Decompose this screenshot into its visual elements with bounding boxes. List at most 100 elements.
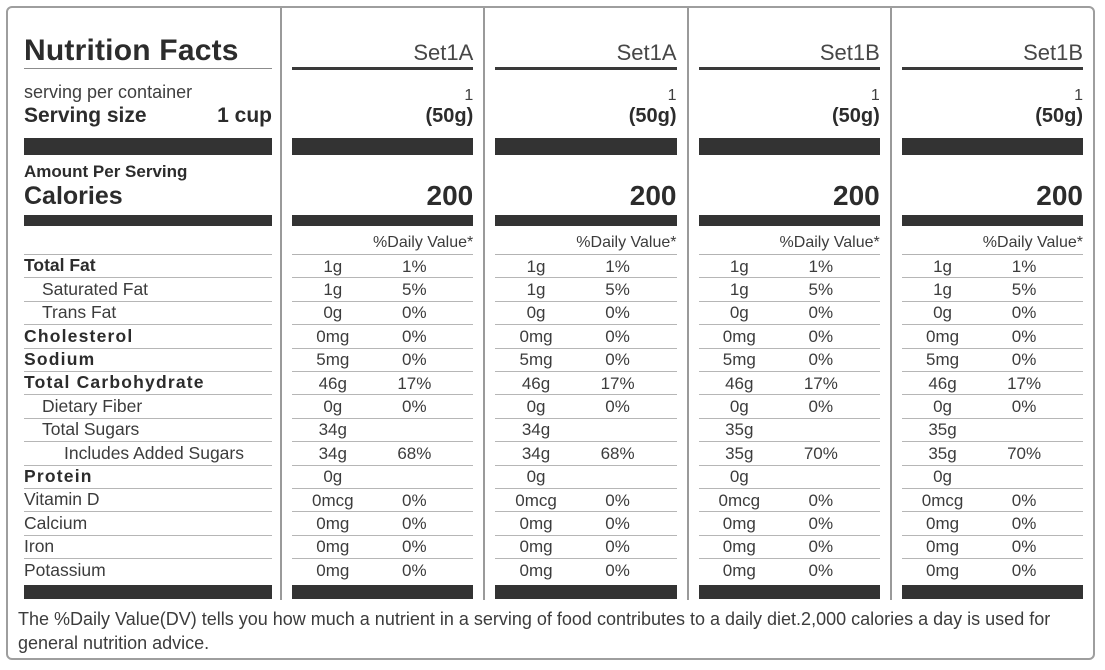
divider-bar-top bbox=[292, 138, 474, 155]
percent-daily-value: 5% bbox=[402, 280, 427, 300]
nutrient-value-row: 0g 0% bbox=[901, 395, 1083, 419]
percent-daily-value: 0% bbox=[605, 561, 630, 581]
percent-daily-value: 0% bbox=[1011, 397, 1037, 417]
amount-value: 0g bbox=[526, 467, 546, 487]
nutrient-values: 1g 1% 1g 5% 0g 0% 0mg 0% 5mg 0% 46g 17% 0g 0% 35g 35g 70… bbox=[698, 255, 880, 582]
divider-bar-mid bbox=[292, 215, 474, 226]
nutrient-label: Total Carbohydrate bbox=[24, 372, 205, 393]
nutrient-label: Trans Fat bbox=[42, 302, 117, 323]
nutrient-value-row: 46g 17% bbox=[901, 372, 1083, 396]
amount-value: 5mg bbox=[316, 350, 350, 370]
servings-per-container-label: serving per container bbox=[24, 82, 193, 103]
amount-value: 0g bbox=[323, 397, 343, 417]
amount-value: 1g bbox=[729, 280, 749, 300]
title-rule bbox=[24, 66, 272, 71]
nutrient-label-row: Total Fat bbox=[24, 255, 272, 279]
percent-daily-value: 0% bbox=[808, 303, 834, 323]
percent-daily-value: 70% bbox=[803, 443, 838, 463]
amount-value: 0mg bbox=[519, 513, 553, 533]
divider-bar-top bbox=[698, 138, 880, 155]
percent-daily-value: 17% bbox=[397, 373, 432, 393]
nutrient-value-row: 0mcg 0% bbox=[292, 489, 474, 513]
amount-value: 5mg bbox=[519, 350, 553, 370]
nutrient-label-row: Protein bbox=[24, 466, 272, 489]
nutrient-value-row: 0g bbox=[495, 466, 677, 489]
amount-value: 0mg bbox=[519, 326, 553, 346]
percent-daily-value: 0% bbox=[402, 513, 427, 533]
amount-value: 0mg bbox=[519, 537, 553, 557]
percent-daily-value: 0% bbox=[402, 326, 427, 346]
nutrient-value-row: 1g 1% bbox=[292, 255, 474, 279]
column-title: Set1A bbox=[413, 40, 474, 65]
percent-daily-value: 0% bbox=[808, 537, 834, 557]
percent-daily-value: 0% bbox=[1011, 513, 1037, 533]
percent-daily-value: 0% bbox=[1011, 561, 1037, 581]
nutrient-value-row: 0mg 0% bbox=[901, 512, 1083, 536]
nutrient-value-row: 46g 17% bbox=[698, 372, 880, 396]
percent-daily-value: 0% bbox=[605, 350, 630, 370]
nutrient-label-row: Vitamin D bbox=[24, 489, 272, 513]
nutrient-label-row: Trans Fat bbox=[24, 302, 272, 326]
percent-daily-value: 17% bbox=[1007, 373, 1042, 393]
nutrient-value-row: 0mg 0% bbox=[292, 559, 473, 582]
amount-value: 35g bbox=[725, 420, 754, 440]
column-title-zone: Set1B bbox=[902, 16, 1083, 66]
amount-value: 0mg bbox=[925, 513, 960, 533]
calories-zone: Amount Per Serving Calories bbox=[24, 155, 272, 210]
nutrient-value-row: 0mg 0% bbox=[901, 325, 1083, 349]
percent-daily-value: 1% bbox=[808, 256, 834, 276]
percent-daily-value: 70% bbox=[1007, 443, 1042, 463]
nutrition-column: Set1A 1 (50g) 200 %Daily Value* 1g 1% 1g 5%… bbox=[483, 8, 686, 600]
nutrient-label-row: Calcium bbox=[24, 512, 272, 536]
nutrition-column: Set1A 1 (50g) 200 %Daily Value* 1g 1% 1g 5%… bbox=[280, 8, 483, 600]
nutrient-label: Protein bbox=[24, 465, 93, 486]
calories-value: 200 bbox=[426, 180, 474, 211]
percent-daily-value: 0% bbox=[808, 350, 834, 370]
nutrient-value-row: 0g 0% bbox=[292, 302, 474, 326]
percent-daily-value: 0% bbox=[605, 303, 630, 323]
nutrient-label-row: Cholesterol bbox=[24, 325, 272, 349]
nutrient-value-row: 0g 0% bbox=[495, 302, 677, 326]
amount-value: 0mg bbox=[925, 326, 960, 346]
daily-value-header-cell: %Daily Value* bbox=[901, 226, 1083, 255]
calories-label: Calories bbox=[24, 181, 123, 210]
nutrient-value-row: 0mg 0% bbox=[698, 536, 880, 560]
nutrient-value-row: 0mg 0% bbox=[495, 536, 677, 560]
nutrient-label-row: Total Carbohydrate bbox=[24, 372, 272, 396]
columns-container: Nutrition Facts serving per container Se… bbox=[8, 8, 1093, 600]
nutrient-value-row: 1g 5% bbox=[901, 278, 1083, 302]
nutrient-value-row: 5mg 0% bbox=[495, 349, 677, 372]
column-title-rule bbox=[292, 66, 474, 71]
nutrient-value-row: 1g 1% bbox=[698, 255, 880, 279]
percent-daily-value: 5% bbox=[808, 280, 834, 300]
column-calories-zone: 200 bbox=[292, 155, 474, 211]
daily-value-header: %Daily Value* bbox=[779, 234, 880, 251]
amount-value: 0g bbox=[933, 467, 952, 487]
nutrient-label: Sodium bbox=[24, 349, 96, 369]
amount-value: 0g bbox=[526, 303, 546, 323]
percent-daily-value: 0% bbox=[605, 537, 630, 557]
nutrient-value-row: 1g 5% bbox=[495, 278, 677, 302]
amount-per-serving-label: Amount Per Serving bbox=[24, 162, 188, 182]
percent-daily-value: 0% bbox=[1011, 490, 1037, 510]
daily-value-header-cell: %Daily Value* bbox=[292, 226, 474, 255]
nutrient-value-row: 0mg 0% bbox=[698, 512, 880, 536]
nutrition-column: Set1B 1 (50g) 200 %Daily Value* 1g 1% 1g 5%… bbox=[686, 8, 890, 600]
percent-daily-value: 0% bbox=[402, 561, 427, 581]
nutrient-value-row: 0g 0% bbox=[901, 302, 1083, 326]
percent-daily-value: 0% bbox=[1011, 326, 1037, 346]
divider-bar-mid bbox=[901, 215, 1083, 226]
percent-daily-value: 0% bbox=[808, 490, 834, 510]
amount-value: 1g bbox=[933, 280, 952, 300]
servings-count-value: 1 bbox=[1074, 87, 1083, 105]
amount-value: 1g bbox=[526, 280, 546, 300]
nutrient-value-row: 0g 0% bbox=[698, 395, 880, 419]
column-title-zone: Set1B bbox=[699, 16, 880, 66]
labels-column: Nutrition Facts serving per container Se… bbox=[8, 8, 280, 600]
nutrient-value-row: 46g 17% bbox=[495, 372, 677, 396]
calories-value: 200 bbox=[1036, 180, 1083, 211]
amount-value: 1g bbox=[933, 256, 952, 276]
nutrient-value-row: 0g bbox=[901, 466, 1083, 489]
nutrient-value-row: 0mg 0% bbox=[495, 512, 677, 536]
percent-daily-value: 5% bbox=[1011, 280, 1037, 300]
